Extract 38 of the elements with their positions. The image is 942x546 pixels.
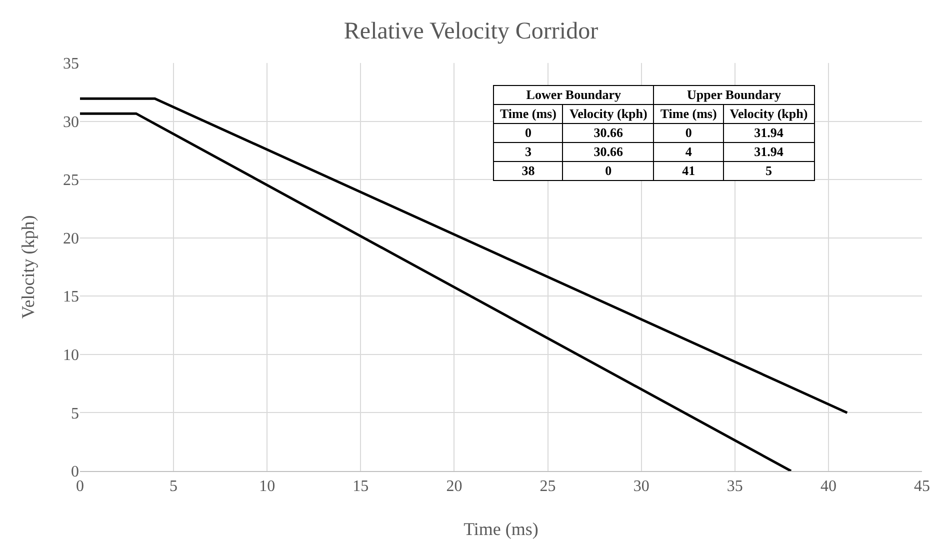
y-tick-label: 0 bbox=[71, 464, 79, 481]
chart-title: Relative Velocity Corridor bbox=[344, 18, 598, 45]
y-axis-title: Velocity (kph) bbox=[18, 215, 38, 319]
x-tick-label: 10 bbox=[259, 478, 276, 496]
annotation: 30.66 bbox=[562, 124, 654, 142]
annotation: 5 bbox=[723, 162, 814, 180]
annotation: 31.94 bbox=[723, 142, 814, 162]
annotation: 3 bbox=[494, 142, 563, 162]
annotation: Time (ms) bbox=[494, 104, 563, 124]
x-tick-label: 30 bbox=[633, 478, 650, 496]
annotation: Velocity (kph) bbox=[723, 104, 814, 124]
y-tick-label: 15 bbox=[63, 288, 79, 306]
x-tick-label: 45 bbox=[914, 478, 930, 496]
x-tick-label: 35 bbox=[726, 478, 743, 496]
y-tick-label: 35 bbox=[63, 56, 79, 73]
y-tick-label: 20 bbox=[63, 230, 79, 248]
annotation: 4 bbox=[654, 142, 724, 162]
y-tick-label: 30 bbox=[63, 114, 79, 131]
y-tick-label: 25 bbox=[63, 172, 79, 190]
y-tick-label: 10 bbox=[63, 347, 79, 364]
x-tick-label: 25 bbox=[540, 478, 556, 496]
x-tick-label: 15 bbox=[352, 478, 369, 496]
annotation: Time (ms) bbox=[654, 104, 724, 124]
annotation: 0 bbox=[654, 124, 724, 142]
x-axis-title: Time (ms) bbox=[464, 519, 538, 539]
annotation: 41 bbox=[654, 162, 724, 180]
annotation: 30.66 bbox=[562, 142, 654, 162]
x-tick-label: 5 bbox=[170, 478, 178, 496]
x-tick-label: 20 bbox=[446, 478, 462, 496]
annotation: Velocity (kph) bbox=[562, 104, 654, 124]
x-tick-label: 40 bbox=[820, 478, 836, 496]
y-tick-label: 5 bbox=[71, 405, 79, 422]
annotation: Upper Boundary bbox=[654, 86, 814, 104]
annotation: 31.94 bbox=[723, 124, 814, 142]
annotation: 0 bbox=[562, 162, 654, 180]
annotation: 0 bbox=[494, 124, 563, 142]
annotation: Lower Boundary bbox=[494, 86, 654, 104]
annotation: 38 bbox=[494, 162, 563, 180]
